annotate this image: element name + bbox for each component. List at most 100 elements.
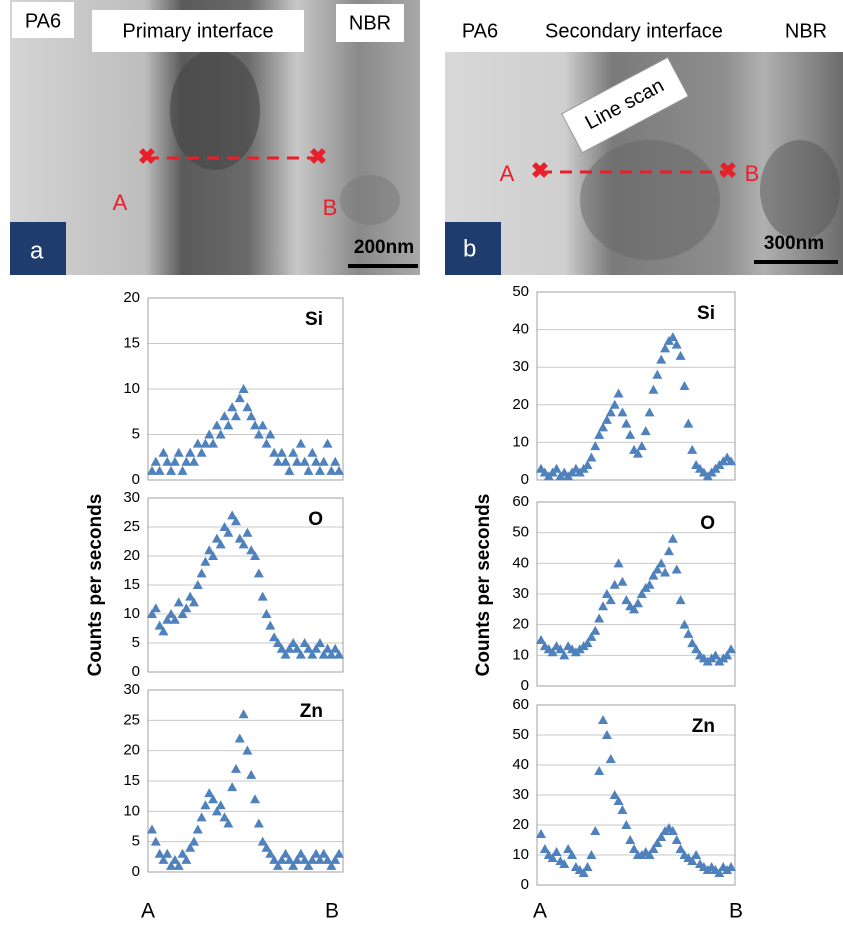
point bbox=[147, 609, 157, 618]
point bbox=[671, 339, 682, 349]
point bbox=[621, 595, 632, 605]
point bbox=[276, 447, 287, 457]
y-tick-label: 10 bbox=[123, 802, 140, 819]
point bbox=[234, 533, 245, 543]
point bbox=[166, 860, 177, 870]
y-tick-label: 10 bbox=[512, 433, 529, 450]
point bbox=[280, 649, 291, 659]
point bbox=[617, 576, 628, 586]
point bbox=[314, 465, 325, 475]
point bbox=[223, 420, 234, 430]
point bbox=[687, 856, 698, 865]
point bbox=[582, 862, 593, 871]
point bbox=[586, 631, 597, 641]
x-end-label: A bbox=[141, 900, 155, 923]
point bbox=[196, 568, 207, 578]
point bbox=[590, 826, 601, 835]
point bbox=[292, 854, 303, 864]
point bbox=[726, 456, 736, 466]
point bbox=[586, 850, 597, 859]
point bbox=[334, 848, 344, 858]
point bbox=[250, 551, 261, 560]
point bbox=[636, 589, 647, 598]
point bbox=[173, 860, 184, 870]
y-tick-label: 0 bbox=[132, 863, 140, 880]
point bbox=[211, 420, 222, 430]
point bbox=[714, 868, 725, 877]
point bbox=[601, 589, 612, 598]
point bbox=[648, 844, 659, 853]
y-tick-label: 30 bbox=[123, 681, 140, 698]
point bbox=[272, 860, 283, 870]
y-tick-label: 20 bbox=[512, 816, 529, 833]
point bbox=[594, 766, 605, 775]
plot-frame bbox=[536, 501, 736, 687]
point bbox=[261, 609, 272, 618]
y-tick-label: 50 bbox=[512, 283, 529, 300]
point bbox=[204, 429, 215, 439]
point bbox=[230, 516, 241, 526]
point bbox=[215, 429, 226, 439]
point bbox=[242, 402, 253, 412]
point bbox=[536, 635, 546, 644]
point bbox=[269, 632, 280, 642]
point bbox=[211, 533, 222, 543]
plot-frame bbox=[147, 297, 344, 481]
point bbox=[307, 854, 318, 864]
y-tick-label: 50 bbox=[512, 726, 529, 743]
point bbox=[318, 848, 329, 858]
point bbox=[601, 414, 612, 424]
point bbox=[710, 650, 721, 660]
point bbox=[177, 609, 188, 618]
point bbox=[326, 649, 337, 659]
point bbox=[257, 591, 268, 601]
point bbox=[663, 546, 674, 556]
point bbox=[652, 369, 663, 379]
point bbox=[246, 411, 257, 421]
point bbox=[625, 429, 636, 439]
point bbox=[246, 545, 257, 555]
point bbox=[204, 788, 215, 798]
point bbox=[295, 438, 306, 448]
point bbox=[311, 456, 322, 466]
y-tick-label: 0 bbox=[521, 876, 529, 893]
point bbox=[188, 597, 199, 607]
point bbox=[196, 812, 207, 822]
point bbox=[257, 836, 268, 846]
y-tick-label: 15 bbox=[123, 772, 140, 789]
x-end-label: B bbox=[729, 900, 743, 923]
point bbox=[292, 456, 303, 466]
point bbox=[629, 604, 640, 614]
point bbox=[238, 539, 249, 549]
point bbox=[295, 848, 306, 858]
point bbox=[625, 835, 636, 844]
point bbox=[246, 769, 257, 779]
point bbox=[547, 647, 558, 657]
point bbox=[687, 638, 698, 648]
element-label: Si bbox=[305, 309, 323, 330]
point bbox=[551, 463, 562, 473]
point bbox=[280, 456, 291, 466]
micrograph-a: PA6 Primary interface NBR ✖ ✖ A B a 200n… bbox=[10, 0, 420, 275]
y-tick-label: 20 bbox=[123, 289, 140, 306]
material-label: PA6 bbox=[462, 20, 498, 42]
point bbox=[644, 850, 655, 859]
point bbox=[652, 838, 663, 847]
point bbox=[158, 854, 169, 864]
scale-label: 200nm bbox=[354, 237, 414, 258]
point bbox=[632, 598, 643, 608]
point bbox=[582, 459, 593, 469]
point bbox=[147, 465, 157, 475]
shade bbox=[580, 140, 720, 260]
y-tick-label: 0 bbox=[521, 677, 529, 694]
point bbox=[594, 613, 605, 623]
y-tick-label: 25 bbox=[123, 518, 140, 535]
point bbox=[311, 848, 322, 858]
point bbox=[671, 564, 682, 574]
point bbox=[215, 800, 226, 810]
point bbox=[683, 418, 694, 428]
point bbox=[276, 643, 287, 653]
y-tick-label: 30 bbox=[512, 358, 529, 375]
point bbox=[318, 456, 329, 466]
y-tick-label: 10 bbox=[512, 646, 529, 663]
